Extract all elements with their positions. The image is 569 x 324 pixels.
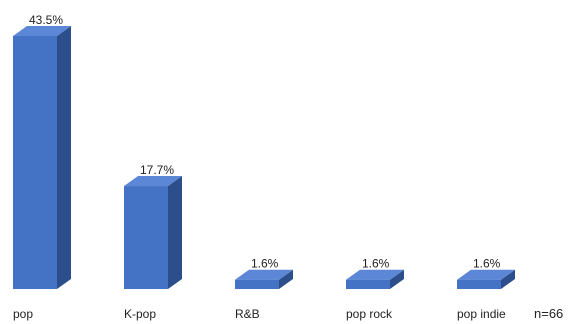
bar-side-face [57,26,71,289]
category-label-5: pop indie [457,307,506,321]
bar-side-face [168,176,182,289]
bar-front-face [235,279,279,289]
bar-side-face [390,269,404,289]
bars-group [13,26,515,289]
value-label-3: 1.6% [251,257,279,271]
bar-top-face [13,26,71,36]
category-labels-group: pop K-pop R&B pop rock pop indie [13,307,506,321]
bar-top-face [124,176,182,187]
category-label-4: pop rock [346,307,393,321]
bar-side-face [279,269,293,289]
value-labels-group: 43.5% 17.7% 1.6% 1.6% 1.6% [29,13,501,271]
bar-top-face [457,269,515,280]
bar-front-face [124,186,168,289]
bar-2 [124,176,182,289]
value-label-2: 17.7% [140,163,174,177]
category-label-2: K-pop [124,307,156,321]
bar-side-face [501,269,515,289]
category-label-3: R&B [235,307,260,321]
bar-4 [346,269,404,289]
bar-top-face [235,269,293,280]
bar-3 [235,269,293,289]
category-label-1: pop [13,307,33,321]
bar-front-face [346,279,390,289]
bar-top-face [346,269,404,280]
bar-front-face [457,279,501,289]
value-label-1: 43.5% [29,13,63,27]
bar-front-face [13,36,57,289]
sample-size-annotation: n=66 [534,306,563,321]
value-label-4: 1.6% [362,257,390,271]
bar-5 [457,269,515,289]
value-label-5: 1.6% [473,257,501,271]
bar-1 [13,26,71,289]
